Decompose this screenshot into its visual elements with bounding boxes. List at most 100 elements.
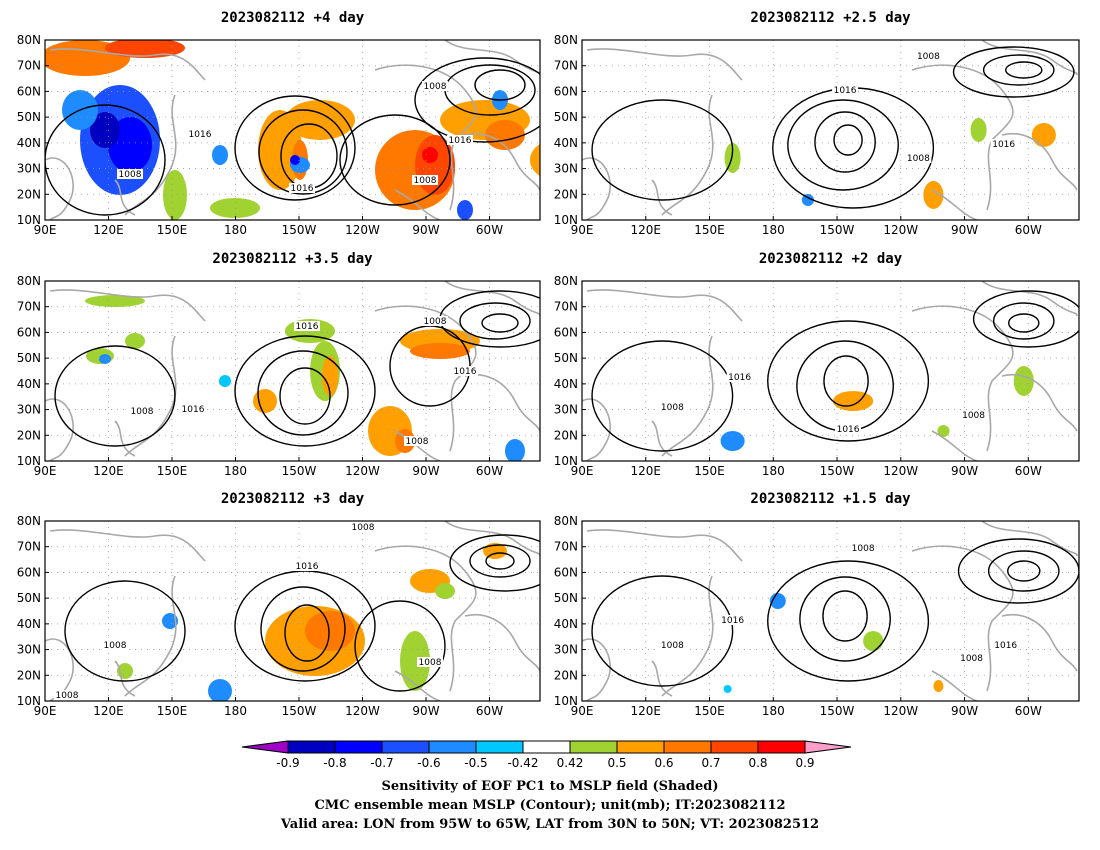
lon-tick-label: 120W — [345, 464, 380, 478]
map-panel-1: 1016 1016 1008 1008 1016 1008 2023082112 +4 da… — [17, 10, 541, 237]
contour-label: 1008 — [56, 691, 79, 701]
shading-blob — [833, 391, 874, 411]
lat-tick-label: 40N — [17, 617, 41, 631]
lat-tick-label: 80N — [554, 274, 578, 288]
contour-label-bg — [659, 402, 686, 412]
pressure-contours — [591, 46, 1075, 209]
lat-tick-label: 30N — [17, 162, 41, 176]
lat-tick-label: 20N — [17, 187, 41, 201]
lat-tick-label: 20N — [17, 428, 41, 442]
mslp-contour — [591, 340, 734, 452]
mslp-contour — [591, 99, 734, 201]
contour-label-bg — [117, 169, 143, 179]
mslp-contour — [469, 544, 531, 578]
lon-tick-label: 120W — [345, 223, 380, 237]
colorbar-swatch — [475, 740, 524, 754]
mslp-contour — [234, 95, 356, 201]
panel-title: 2023082112 +2.5 day — [750, 10, 911, 26]
contour-label: 1008 — [424, 82, 447, 92]
contour-label-bg — [412, 175, 438, 185]
mslp-contour — [459, 302, 531, 340]
shading-blob — [290, 155, 300, 165]
lat-tick-label: 40N — [554, 617, 578, 631]
shading-blob — [99, 354, 111, 364]
lon-tick-label: 60W — [476, 704, 503, 718]
colorbar-swatch — [428, 740, 477, 754]
mslp-contour — [279, 367, 331, 425]
colorbar-swatch — [569, 740, 618, 754]
gridlines — [45, 281, 540, 461]
map-body: 1016 1008 1016 1008 1016 1008 — [45, 281, 540, 461]
lon-tick-label: 150W — [820, 223, 855, 237]
lon-tick-label: 150E — [694, 464, 725, 478]
contour-label: 1008 — [419, 658, 442, 668]
colorbar-label: -0.5 — [464, 756, 487, 770]
coastline-path — [586, 289, 743, 457]
shading-blob — [923, 181, 944, 209]
contour-label: 1016 — [837, 425, 860, 435]
lat-tick-label: 50N — [554, 110, 578, 124]
contour-label: 1016 — [291, 184, 314, 194]
lon-tick-label: 180 — [762, 464, 785, 478]
sensitivity-shading — [723, 593, 944, 693]
lon-tick-label: 150E — [157, 223, 188, 237]
mslp-contour — [799, 576, 891, 662]
mslp-contour — [260, 586, 346, 672]
colorbar-swatch — [287, 740, 336, 754]
lon-tick-label: 180 — [224, 704, 247, 718]
lat-tick-label: 10N — [17, 694, 41, 708]
lon-tick-label: 90W — [412, 464, 439, 478]
contour-label: 1016 — [721, 616, 744, 626]
shading-blob — [208, 679, 232, 701]
mslp-contour — [796, 340, 894, 432]
colorbar-label: 0.5 — [607, 756, 626, 770]
map-body: 1008 1016 1008 1016 1008 — [582, 521, 1079, 701]
mslp-contour — [957, 538, 1079, 604]
coastline-path — [49, 529, 206, 697]
colorbar: -0.9 -0.8 -0.7 -0.6 -0.5 -0.42 0.42 0.5 0.6 0.7 0.… — [241, 740, 852, 770]
shading-blob — [720, 431, 745, 451]
lat-tick-label: 40N — [17, 377, 41, 391]
gridlines — [45, 40, 540, 220]
contour-label-bg — [350, 522, 376, 532]
mslp-contour — [1007, 560, 1041, 582]
lon-tick-label: 150W — [820, 464, 855, 478]
contour-label-bg — [417, 657, 443, 667]
shading-blob — [801, 194, 814, 206]
mslp-contour — [987, 550, 1060, 592]
lat-tick-label: 60N — [554, 565, 578, 579]
coastline-path — [911, 545, 1078, 692]
contour-label-bg — [719, 615, 746, 625]
colorbar-label: -0.7 — [370, 756, 393, 770]
lon-tick-label: 120E — [631, 704, 662, 718]
lon-tick-label: 120E — [631, 464, 662, 478]
shading-blob — [90, 112, 120, 148]
mslp-contour — [1008, 313, 1040, 333]
gridlines — [582, 521, 1079, 701]
lon-tick-label: 90W — [951, 223, 978, 237]
lat-tick-label: 20N — [17, 668, 41, 682]
map-body: 1016 1008 1016 1008 — [582, 281, 1079, 461]
mslp-contour — [952, 46, 1075, 98]
shading-blob — [162, 613, 178, 629]
coastline-path — [45, 157, 136, 220]
contour-label-bg — [832, 85, 859, 95]
lon-tick-label: 120W — [345, 704, 380, 718]
contour-label-bg — [422, 81, 448, 91]
lon-tick-label: 90E — [34, 704, 57, 718]
map-panel-2: 1008 1016 1008 1016 2023082112 +2.5 day 80N 70… — [554, 10, 1080, 237]
mslp-contour — [1005, 61, 1043, 79]
colorbar-swatch — [663, 740, 712, 754]
coastline-path — [374, 545, 540, 692]
shading-blob — [723, 685, 732, 693]
contour-label-bg — [659, 640, 686, 650]
panel-frame — [44, 520, 541, 702]
lat-tick-label: 30N — [554, 162, 578, 176]
contour-label-bg — [294, 321, 320, 331]
lat-tick-label: 50N — [554, 591, 578, 605]
shading-blob — [125, 333, 145, 349]
contour-label: 1016 — [449, 136, 472, 146]
colorbar-label: 0.6 — [654, 756, 673, 770]
mslp-contour — [449, 534, 540, 592]
